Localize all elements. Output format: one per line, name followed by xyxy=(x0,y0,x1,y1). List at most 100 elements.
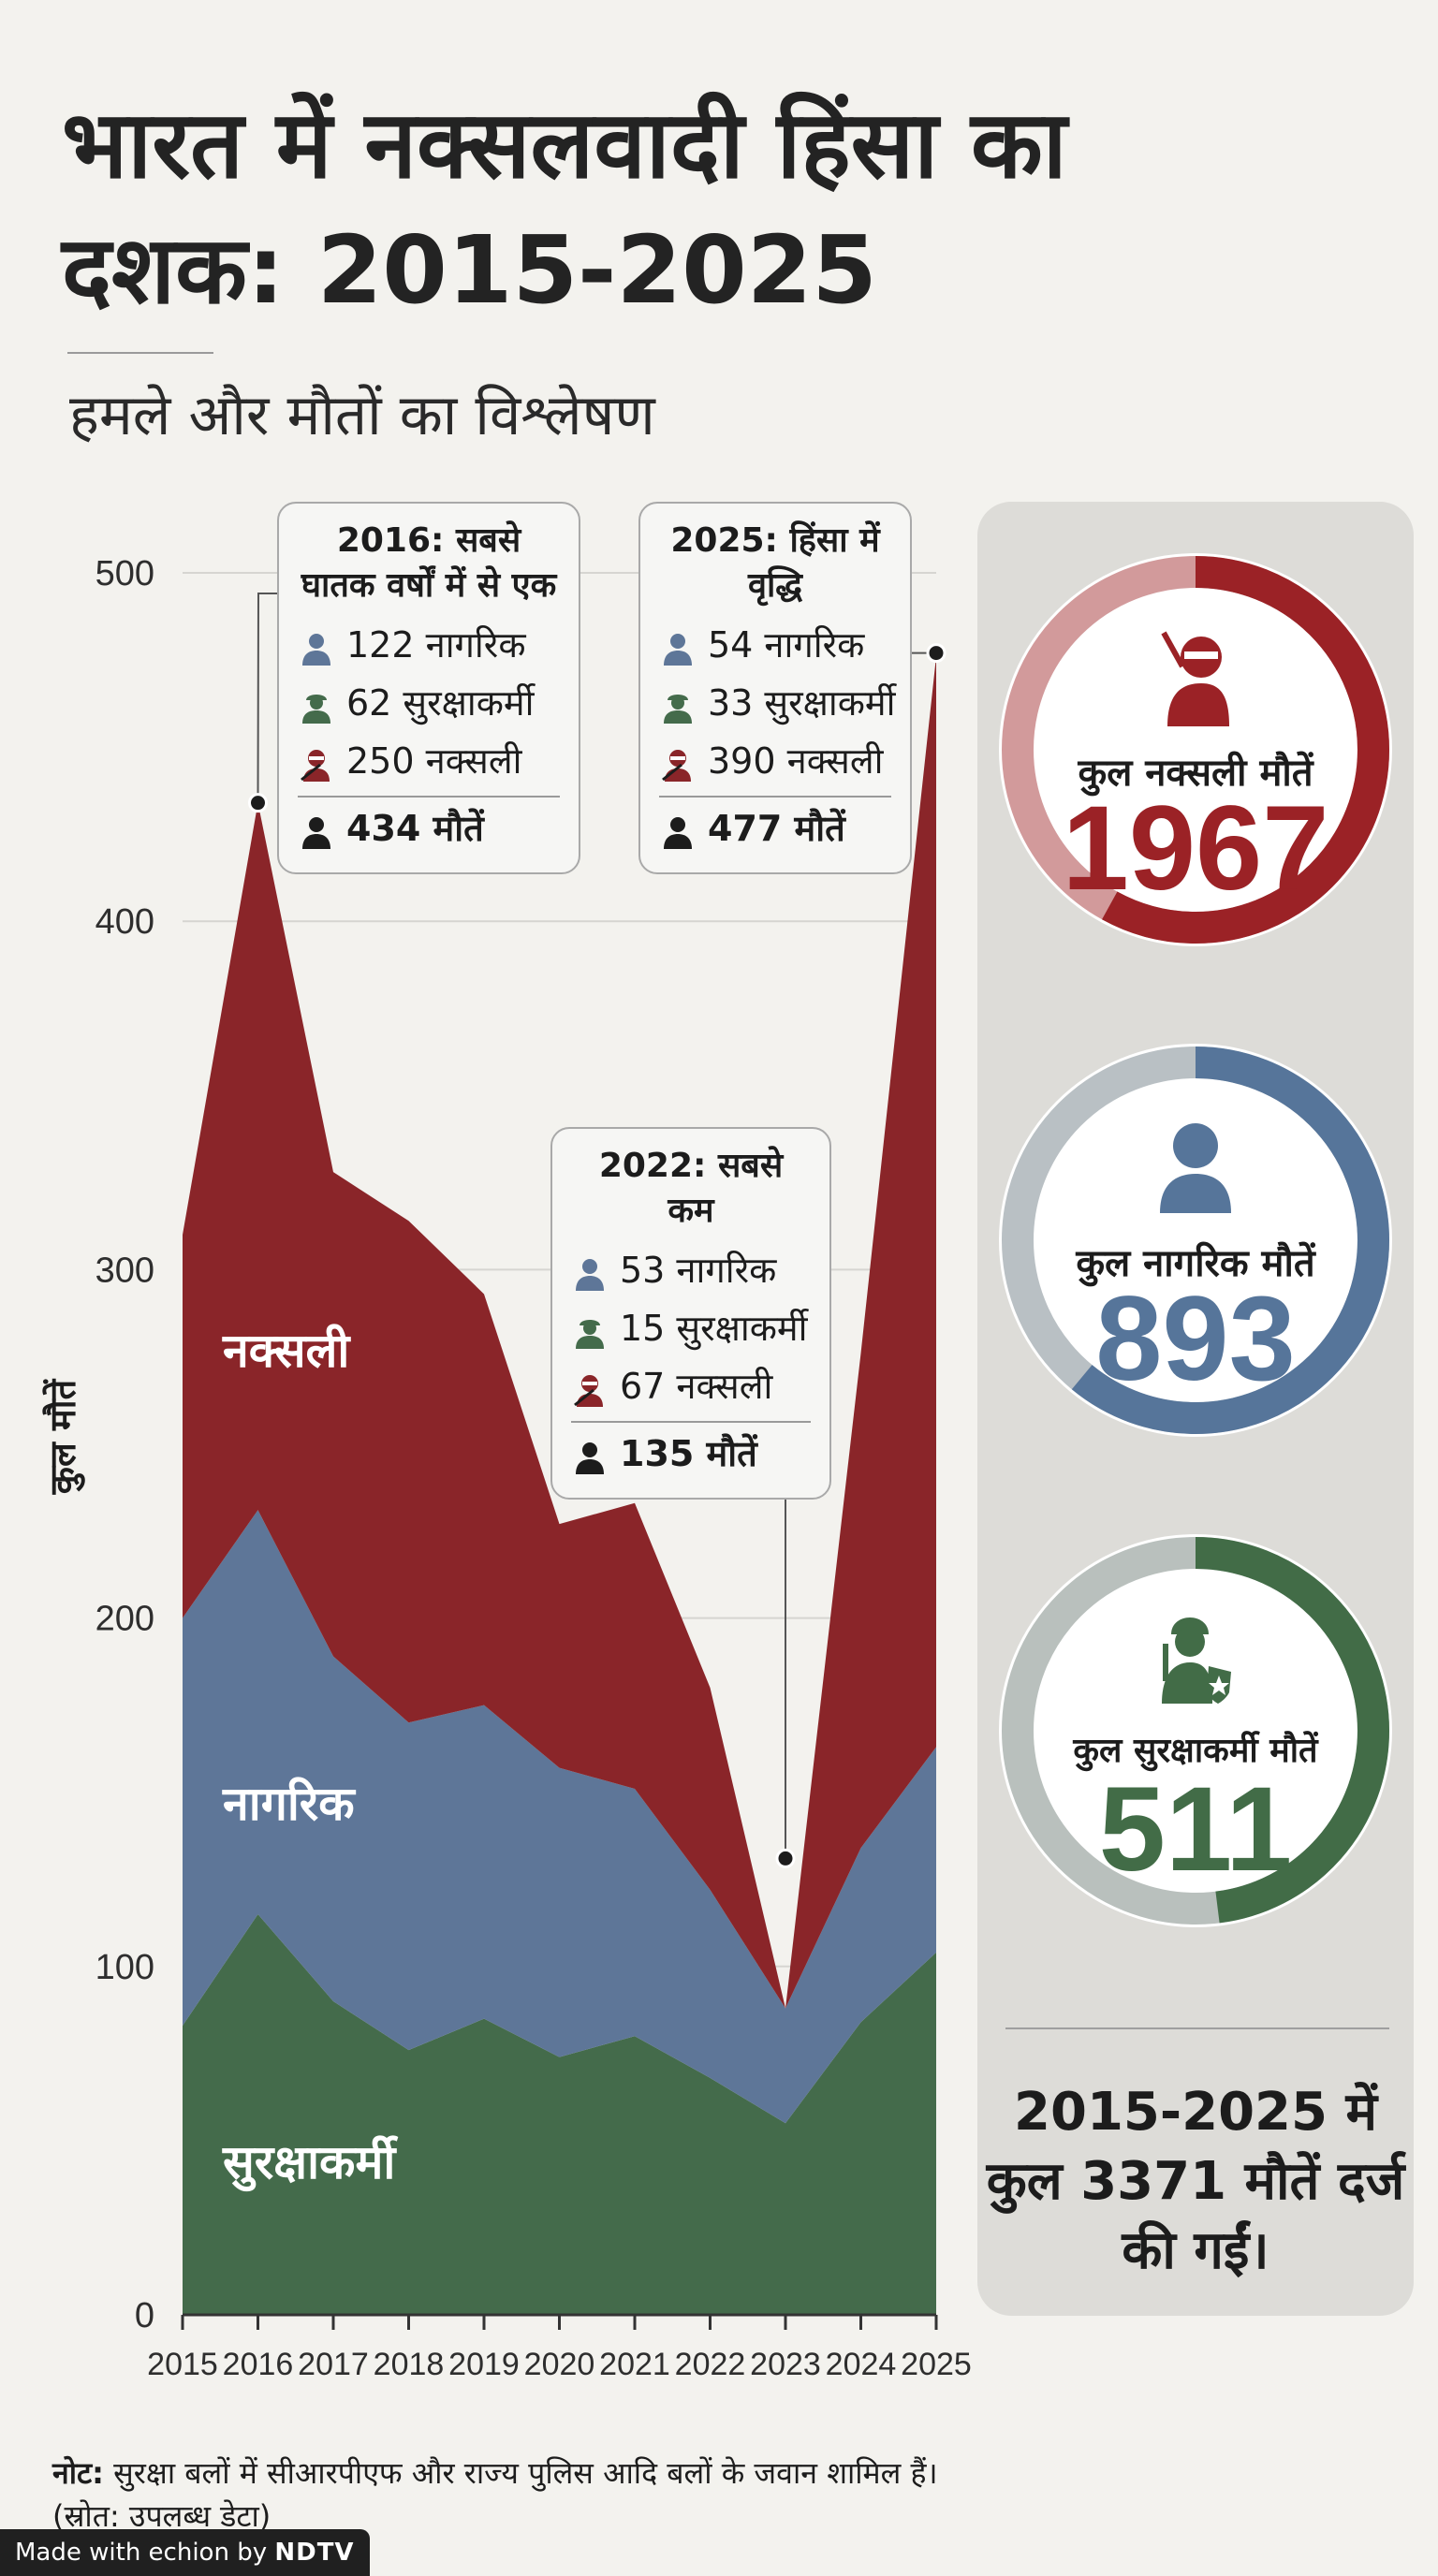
x-tick-label: 2020 xyxy=(524,2347,595,2382)
person-icon xyxy=(571,1435,609,1474)
donut-hole xyxy=(1038,593,1353,907)
naxal-icon xyxy=(571,1368,609,1407)
series-label-1: नागरिक xyxy=(222,1777,356,1831)
callout-row: 250 नक्सली xyxy=(298,732,560,790)
series-labels: सुरक्षाकर्मी नागरिक नक्सली xyxy=(222,1324,398,2192)
civilian-icon xyxy=(298,626,335,666)
total-deaths-text: 2015-2025 में कुल 3371 मौतें दर्ज की गईं… xyxy=(986,2082,1405,2281)
naxal-deaths-card: कुल नक्सली मौतें 1967 xyxy=(994,549,1397,951)
donut-hole xyxy=(1038,1573,1353,1888)
callout-total: 135 मौतें xyxy=(571,1425,811,1483)
callout-title: 2016: सबसे घातक वर्षों में से एक xyxy=(301,521,557,605)
y-tick-label: 500 xyxy=(95,554,154,593)
footer-prefix: Made with echion by xyxy=(15,2539,268,2567)
person-icon xyxy=(298,810,335,849)
x-tick-label: 2017 xyxy=(298,2347,369,2382)
callout-row-text: 53 नागरिक xyxy=(620,1250,777,1291)
callout-row-text: 62 सुरक्षाकर्मी xyxy=(346,682,535,724)
soldier-icon xyxy=(298,684,335,724)
callout-row: 53 नागरिक xyxy=(571,1241,811,1299)
area-series xyxy=(183,656,936,2315)
callout-row: 122 नागरिक xyxy=(298,616,560,674)
page-title: भारत में नक्सलवादी हिंसा का दशक: 2015-20… xyxy=(62,90,1067,325)
callout-row: 67 नक्सली xyxy=(571,1357,811,1415)
callout-row-text: 54 नागरिक xyxy=(708,624,865,666)
callout-row: 54 नागरिक xyxy=(659,616,891,674)
soldier-icon xyxy=(571,1310,609,1349)
callout-row-text: 15 सुरक्षाकर्मी xyxy=(620,1308,808,1349)
page-subtitle: हमले और मौतों का विश्लेषण xyxy=(69,383,655,448)
x-tick-label: 2018 xyxy=(374,2347,445,2382)
donut-label: कुल नक्सली मौतें xyxy=(1078,752,1313,795)
footer-brand: NDTV xyxy=(274,2539,355,2567)
callout-leaders xyxy=(248,593,946,1868)
y-tick-label: 200 xyxy=(95,1600,154,1639)
x-tick-label: 2019 xyxy=(448,2347,520,2382)
callout-total-text: 135 मौतें xyxy=(620,1433,757,1474)
x-tick-label: 2015 xyxy=(147,2347,218,2382)
callout-row-text: 33 सुरक्षाकर्मी xyxy=(708,682,896,724)
x-tick-label: 2023 xyxy=(750,2347,821,2382)
area-2 xyxy=(183,656,936,2009)
y-tick-label: 400 xyxy=(95,902,154,942)
donut-value: 1967 xyxy=(1062,782,1329,915)
area-1 xyxy=(183,1510,936,2124)
donut-value: 893 xyxy=(1095,1272,1296,1406)
callout-2016: 2016: सबसे घातक वर्षों में से एक 122 नागर… xyxy=(277,502,580,874)
annotation-marker xyxy=(248,793,268,813)
civilian-icon xyxy=(571,1251,609,1291)
callout-total-text: 434 मौतें xyxy=(346,808,484,849)
donut-ring xyxy=(999,553,1392,946)
series-label-2: नक्सली xyxy=(222,1324,351,1378)
callout-row-text: 250 नक्सली xyxy=(346,740,522,782)
callout-row: 390 नक्सली xyxy=(659,732,891,790)
donut-ring xyxy=(999,1044,1392,1437)
annotation-marker xyxy=(926,643,946,664)
callout-row: 62 सुरक्षाकर्मी xyxy=(298,674,560,732)
series-label-0: सुरक्षाकर्मी xyxy=(222,2135,398,2192)
y-tick-label: 0 xyxy=(135,2296,154,2335)
source-line: (स्रोत: उपलब्ध डेटा) xyxy=(52,2498,271,2534)
soldier-icon xyxy=(659,684,697,724)
civilian-icon xyxy=(1158,1116,1233,1219)
stacked-area-chart: 0 100 200 300 400 500 2015 2016 2017 2018 2019 2020… xyxy=(42,554,972,2382)
note-text: सुरक्षा बलों में सीआरपीएफ और राज्य पुलिस… xyxy=(103,2455,938,2491)
naxal-icon xyxy=(659,742,697,782)
callout-total: 434 मौतें xyxy=(298,799,560,857)
x-tick-label: 2025 xyxy=(901,2347,972,2382)
naxal-icon xyxy=(298,742,335,782)
annotation-marker xyxy=(775,1848,796,1868)
civilian-deaths-card: कुल नागरिक मौतें 893 xyxy=(994,1039,1397,1442)
y-axis-title: कुल मौतें xyxy=(42,1378,85,1495)
person-icon xyxy=(659,810,697,849)
soldier-icon xyxy=(1158,1606,1233,1709)
footer-credit: Made with echion by NDTV xyxy=(0,2529,370,2576)
callout-row: 15 सुरक्षाकर्मी xyxy=(571,1299,811,1357)
donut-value: 511 xyxy=(1098,1763,1293,1896)
y-tick-label: 100 xyxy=(95,1948,154,1987)
donut-label: कुल सुरक्षाकर्मी मौतें xyxy=(1073,1732,1318,1770)
title-divider xyxy=(67,352,213,354)
donut-ring xyxy=(999,1534,1392,1927)
summary-divider xyxy=(1005,2027,1389,2029)
donut-arc xyxy=(1002,1046,1389,1434)
callout-row-text: 122 नागरिक xyxy=(346,624,526,666)
y-tick-label: 300 xyxy=(95,1251,154,1290)
note-label: नोट: xyxy=(52,2455,104,2491)
civilian-icon xyxy=(659,626,697,666)
footnote: नोट: सुरक्षा बलों में सीआरपीएफ और राज्य … xyxy=(52,2452,938,2493)
x-tick-label: 2016 xyxy=(223,2347,294,2382)
callout-total-text: 477 मौतें xyxy=(708,808,845,849)
callout-title: 2022: सबसे कम xyxy=(598,1147,784,1230)
callout-2022: 2022: सबसे कम 53 नागरिक 15 सुरक्षाकर्मी 67 … xyxy=(550,1127,831,1500)
axes: 0 100 200 300 400 500 2015 2016 2017 2018 2019 2020… xyxy=(42,554,972,2382)
naxal-icon xyxy=(1158,625,1233,728)
x-tick-label: 2021 xyxy=(599,2347,670,2382)
callout-row: 33 सुरक्षाकर्मी xyxy=(659,674,896,732)
donut-arc xyxy=(1002,556,1389,944)
donut-arc xyxy=(1002,1537,1389,1925)
security-deaths-card: कुल सुरक्षाकर्मी मौतें 511 xyxy=(994,1530,1397,1932)
x-tick-label: 2024 xyxy=(826,2347,897,2382)
callout-divider xyxy=(571,1421,811,1423)
area-0 xyxy=(183,1913,936,2315)
